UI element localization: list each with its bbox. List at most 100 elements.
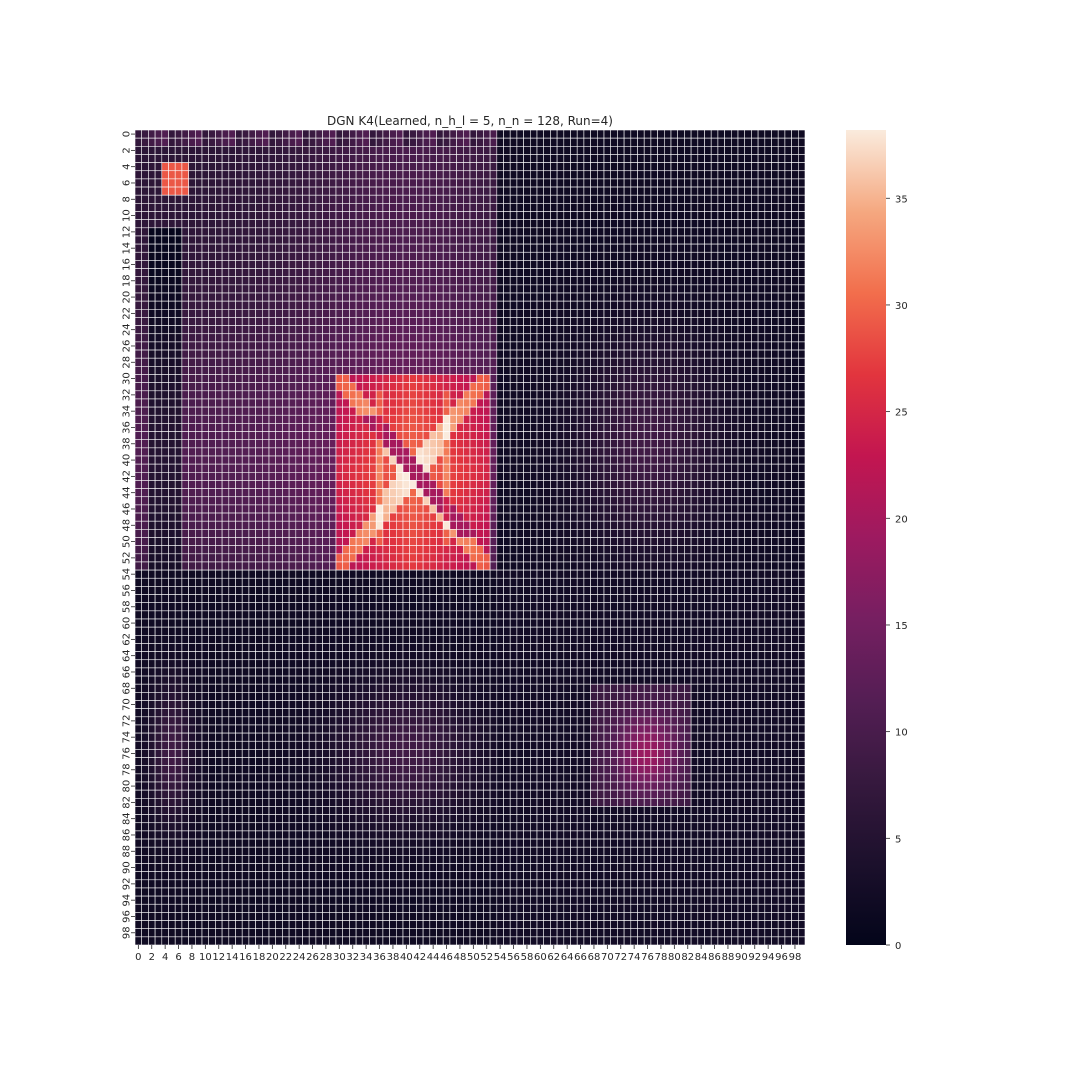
- heatmap-cell: [596, 423, 605, 432]
- heatmap-cell: [248, 447, 256, 457]
- heatmap-cell: [349, 455, 357, 465]
- heatmap-cell: [422, 129, 431, 139]
- heatmap-cell: [161, 317, 169, 326]
- heatmap-cell: [730, 170, 739, 180]
- heatmap-cell: [174, 439, 183, 449]
- heatmap-cell: [697, 178, 705, 188]
- heatmap-cell: [228, 129, 236, 139]
- heatmap-cell: [382, 382, 390, 392]
- heatmap-cell: [563, 251, 571, 261]
- heatmap-cell: [389, 512, 397, 522]
- heatmap-cell: [523, 390, 531, 400]
- heatmap-cell: [362, 219, 370, 229]
- heatmap-cell: [590, 170, 598, 180]
- heatmap-cell: [536, 162, 544, 172]
- heatmap-cell: [751, 300, 759, 310]
- heatmap-cell: [208, 374, 216, 383]
- heatmap-cell: [161, 268, 169, 277]
- heatmap-cell: [134, 227, 142, 237]
- heatmap-cell: [462, 431, 471, 440]
- heatmap-cell: [509, 194, 518, 204]
- heatmap-cell: [596, 496, 605, 506]
- heatmap-cell: [154, 284, 163, 294]
- heatmap-cell: [509, 146, 518, 155]
- heatmap-cell: [201, 529, 209, 538]
- heatmap-cell: [516, 325, 524, 335]
- heatmap-cell: [409, 463, 417, 473]
- heatmap-cell: [697, 374, 705, 383]
- heatmap-cell: [724, 431, 732, 440]
- heatmap-cell: [382, 219, 390, 229]
- heatmap-cell: [690, 529, 699, 538]
- heatmap-cell: [757, 431, 766, 440]
- heatmap-cell: [154, 390, 163, 400]
- heatmap-cell: [369, 366, 377, 375]
- heatmap-cell: [516, 292, 524, 302]
- heatmap-cell: [462, 186, 471, 196]
- heatmap-cell: [737, 520, 745, 530]
- heatmap-cell: [288, 211, 297, 220]
- heatmap-cell: [416, 186, 424, 196]
- heatmap-cell: [550, 390, 558, 400]
- heatmap-cell: [657, 520, 665, 530]
- heatmap-cell: [328, 520, 337, 530]
- heatmap-cell: [469, 488, 477, 498]
- heatmap-cell: [730, 390, 739, 400]
- heatmap-cell: [583, 186, 591, 196]
- heatmap-cell: [275, 341, 283, 351]
- heatmap-cell: [536, 488, 544, 498]
- heatmap-cell: [663, 178, 672, 188]
- heatmap-cell: [248, 414, 256, 424]
- heatmap-cell: [556, 317, 565, 326]
- heatmap-cell: [288, 284, 297, 294]
- heatmap-cell: [536, 194, 544, 204]
- heatmap-cell: [395, 203, 404, 212]
- heatmap-cell: [275, 260, 283, 269]
- heatmap-cell: [322, 382, 330, 392]
- heatmap-cell: [302, 276, 310, 286]
- heatmap-cell: [637, 276, 645, 286]
- heatmap-cell: [677, 341, 685, 351]
- heatmap-cell: [295, 243, 303, 253]
- heatmap-cell: [777, 431, 786, 440]
- heatmap-cell: [308, 341, 317, 351]
- heatmap-cell: [590, 496, 598, 506]
- heatmap-cell: [550, 480, 558, 489]
- heatmap-cell: [596, 471, 605, 481]
- heatmap-cell: [282, 325, 290, 335]
- heatmap-cell: [751, 471, 759, 481]
- heatmap-cell: [670, 431, 678, 440]
- heatmap-cell: [154, 219, 163, 229]
- heatmap-cell: [623, 317, 632, 326]
- heatmap-cell: [650, 219, 658, 229]
- heatmap-cell: [697, 349, 705, 359]
- heatmap-cell: [596, 268, 605, 277]
- heatmap-cell: [308, 333, 317, 343]
- heatmap-cell: [462, 251, 471, 261]
- heatmap-cell: [617, 325, 625, 335]
- heatmap-cell: [248, 146, 256, 155]
- heatmap-cell: [215, 243, 223, 253]
- heatmap-cell: [710, 455, 719, 465]
- heatmap-cell: [154, 341, 163, 351]
- heatmap-cell: [261, 366, 270, 375]
- heatmap-cell: [469, 268, 477, 277]
- heatmap-cell: [141, 154, 149, 163]
- heatmap-cell: [543, 317, 551, 326]
- heatmap-cell: [744, 529, 752, 538]
- heatmap-cell: [275, 406, 283, 416]
- heatmap-cell: [275, 227, 283, 237]
- heatmap-cell: [516, 390, 524, 400]
- heatmap-cell: [744, 203, 752, 212]
- heatmap-cell: [168, 260, 176, 269]
- heatmap-cell: [201, 357, 209, 367]
- heatmap-cell: [777, 178, 786, 188]
- heatmap-cell: [409, 333, 417, 343]
- heatmap-cell: [523, 374, 531, 383]
- heatmap-cell: [389, 333, 397, 343]
- heatmap-cell: [523, 439, 531, 449]
- heatmap-cell: [751, 504, 759, 514]
- heatmap-cell: [315, 203, 323, 212]
- heatmap-cell: [416, 349, 424, 359]
- heatmap-cell: [134, 463, 142, 473]
